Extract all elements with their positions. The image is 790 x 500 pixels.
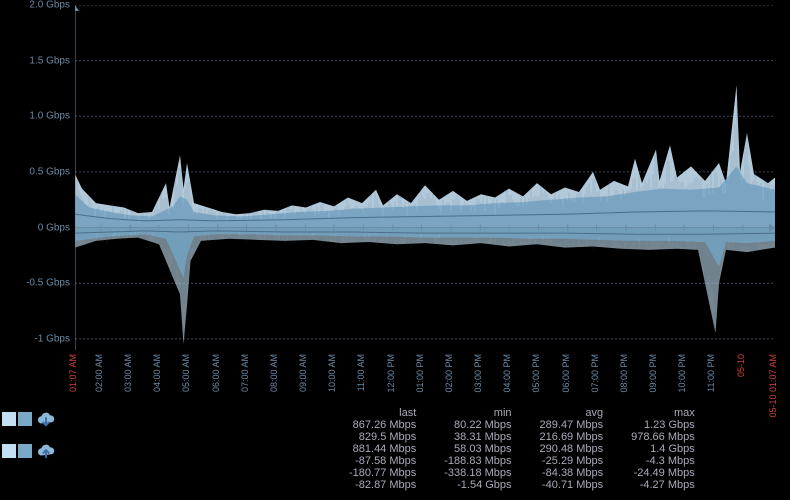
y-axis-label: 1.0 Gbps	[0, 111, 70, 122]
stats-cell: -24.49 Mbps	[617, 467, 709, 479]
legend-row	[2, 440, 58, 462]
stats-cell: -84.38 Mbps	[526, 467, 618, 479]
stats-cell: -40.71 Mbps	[526, 479, 618, 491]
stats-cell: 881.44 Mbps	[335, 443, 430, 455]
y-axis-label: 1.5 Gbps	[0, 55, 70, 66]
stats-row: 881.44 Mbps58.03 Mbps290.48 Mbps1.4 Gbps	[335, 443, 709, 455]
stats-cell: 58.03 Mbps	[430, 443, 525, 455]
stats-cell: -1.54 Gbps	[430, 479, 525, 491]
stats-cell: -188.83 Mbps	[430, 455, 525, 467]
stats-header-row: lastminavgmax	[335, 407, 709, 419]
stats-header: avg	[526, 407, 618, 419]
stats-cell: -82.87 Mbps	[335, 479, 430, 491]
stats-cell: 978.66 Mbps	[617, 431, 709, 443]
legend-swatch	[2, 412, 16, 426]
y-axis-label: -1 Gbps	[0, 333, 70, 344]
stats-cell: 38.31 Mbps	[430, 431, 525, 443]
stats-row: -82.87 Mbps-1.54 Gbps-40.71 Mbps-4.27 Mb…	[335, 479, 709, 491]
stats-cell: -87.58 Mbps	[335, 455, 430, 467]
legend	[2, 408, 58, 472]
stats-cell: -25.29 Mbps	[526, 455, 618, 467]
y-axis-label: 2.0 Gbps	[0, 0, 70, 11]
stats-row: -87.58 Mbps-188.83 Mbps-25.29 Mbps-4.3 M…	[335, 455, 709, 467]
stats-row: -180.77 Mbps-338.18 Mbps-84.38 Mbps-24.4…	[335, 467, 709, 479]
stats-header: last	[335, 407, 430, 419]
legend-swatch	[18, 444, 32, 458]
bandwidth-chart-panel: -1 Gbps -0.5 Gbps 0 Gbps 0.5 Gbps 1.0 Gbps 1.…	[0, 0, 790, 500]
stats-row: 867.26 Mbps80.22 Mbps289.47 Mbps1.23 Gbp…	[335, 419, 709, 431]
stats-cell: 1.4 Gbps	[617, 443, 709, 455]
stats-cell: 1.23 Gbps	[617, 419, 709, 431]
legend-row	[2, 408, 58, 430]
stats-cell: 289.47 Mbps	[526, 419, 618, 431]
stats-cell: -4.27 Mbps	[617, 479, 709, 491]
cloud-upload-icon	[34, 439, 58, 463]
stats-row: 829.5 Mbps38.31 Mbps216.69 Mbps978.66 Mb…	[335, 431, 709, 443]
stats-cell: 290.48 Mbps	[526, 443, 618, 455]
stats-table: lastminavgmax867.26 Mbps80.22 Mbps289.47…	[335, 407, 709, 491]
x-axis-labels: 01:07 AM02:00 AM03:00 AM04:00 AM05:00 AM…	[75, 350, 775, 410]
stats-cell: -4.3 Mbps	[617, 455, 709, 467]
stats-header: max	[617, 407, 709, 419]
y-axis-label: -0.5 Gbps	[0, 278, 70, 289]
cloud-download-icon	[34, 407, 58, 431]
legend-swatch	[2, 444, 16, 458]
stats-cell: -338.18 Mbps	[430, 467, 525, 479]
chart-svg	[75, 5, 775, 350]
stats-cell: 829.5 Mbps	[335, 431, 430, 443]
y-axis-label: 0 Gbps	[0, 222, 70, 233]
y-axis-label: 0.5 Gbps	[0, 166, 70, 177]
stats-cell: -180.77 Mbps	[335, 467, 430, 479]
stats-cell: 867.26 Mbps	[335, 419, 430, 431]
legend-swatch	[18, 412, 32, 426]
stats-cell: 216.69 Mbps	[526, 431, 618, 443]
stats-cell: 80.22 Mbps	[430, 419, 525, 431]
x-axis-label: 05-10 01:07 AM	[768, 354, 790, 418]
stats-header: min	[430, 407, 525, 419]
chart-plot-area	[75, 5, 775, 350]
